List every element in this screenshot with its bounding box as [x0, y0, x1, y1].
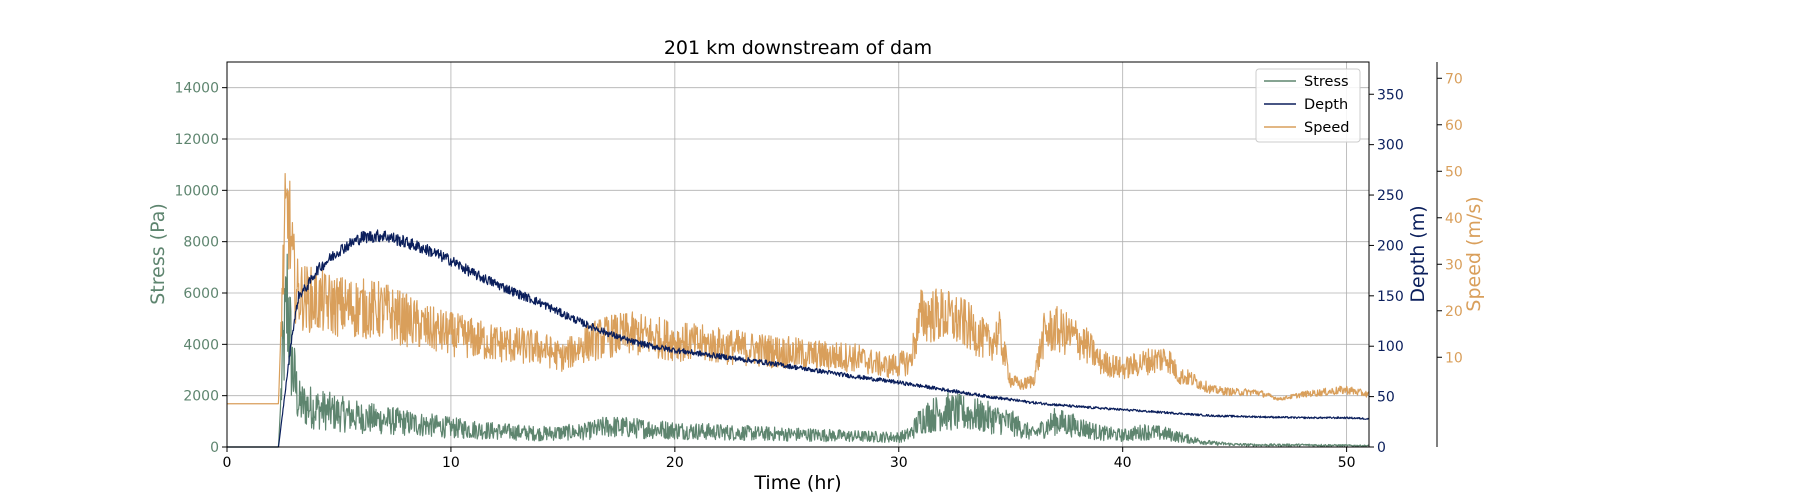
speed-tick-label: 60 — [1445, 118, 1463, 134]
speed-tick-label: 30 — [1445, 257, 1463, 273]
x-tick-label: 50 — [1338, 455, 1356, 471]
depth-tick-label: 150 — [1377, 289, 1404, 305]
x-tick-label: 40 — [1114, 455, 1132, 471]
stress-tick-label: 10000 — [174, 183, 219, 199]
x-tick-label: 10 — [442, 455, 460, 471]
depth-tick-label: 300 — [1377, 138, 1404, 154]
legend-label-depth: Depth — [1304, 97, 1348, 113]
x-axis-label: Time (hr) — [753, 472, 841, 494]
stress-tick-label: 12000 — [174, 132, 219, 148]
x-axis: 0 10 20 30 40 50 — [223, 447, 1356, 471]
depth-tick-label: 250 — [1377, 188, 1404, 204]
speed-tick-label: 70 — [1445, 71, 1463, 87]
speed-tick-label: 20 — [1445, 304, 1463, 320]
grid-layer — [226, 62, 1369, 448]
x-tick-label: 20 — [666, 455, 684, 471]
chart-title: 201 km downstream of dam — [664, 37, 932, 59]
plot-frame — [226, 61, 1370, 448]
stress-tick-label: 4000 — [183, 337, 219, 353]
speed-tick-label: 10 — [1445, 350, 1463, 366]
stress-tick-label: 0 — [210, 440, 219, 456]
depth-tick-label: 100 — [1377, 339, 1404, 355]
depth-tick-label: 50 — [1377, 390, 1395, 406]
depth-axis-label: Depth (m) — [1407, 205, 1429, 302]
speed-axis-label: Speed (m/s) — [1463, 196, 1485, 311]
speed-tick-label: 40 — [1445, 211, 1463, 227]
depth-tick-label: 350 — [1377, 87, 1404, 103]
stress-axis-label: Stress (Pa) — [147, 203, 169, 305]
legend-box — [1255, 68, 1361, 143]
speed-axis: 10 20 30 40 50 60 70 — [1436, 62, 1463, 447]
legend-label-speed: Speed — [1304, 120, 1349, 136]
series-line-speed — [226, 172, 1370, 405]
stress-tick-label: 2000 — [183, 389, 219, 405]
series-line-stress — [226, 253, 1370, 448]
stress-tick-label: 14000 — [174, 81, 219, 97]
stress-axis: 0 2000 4000 6000 8000 10000 12000 14000 — [174, 81, 227, 456]
x-tick-label: 0 — [223, 455, 232, 471]
speed-tick-label: 50 — [1445, 164, 1463, 180]
depth-axis: 0 50 100 150 200 250 300 350 — [1369, 87, 1404, 456]
depth-tick-label: 200 — [1377, 238, 1404, 254]
x-tick-label: 30 — [890, 455, 908, 471]
stress-tick-label: 6000 — [183, 286, 219, 302]
legend: Stress Depth Speed — [1255, 68, 1361, 143]
depth-tick-label: 0 — [1377, 440, 1386, 456]
series-layer — [226, 172, 1370, 448]
stress-tick-label: 8000 — [183, 235, 219, 251]
series-line-depth — [226, 229, 1370, 448]
legend-label-stress: Stress — [1304, 74, 1349, 90]
